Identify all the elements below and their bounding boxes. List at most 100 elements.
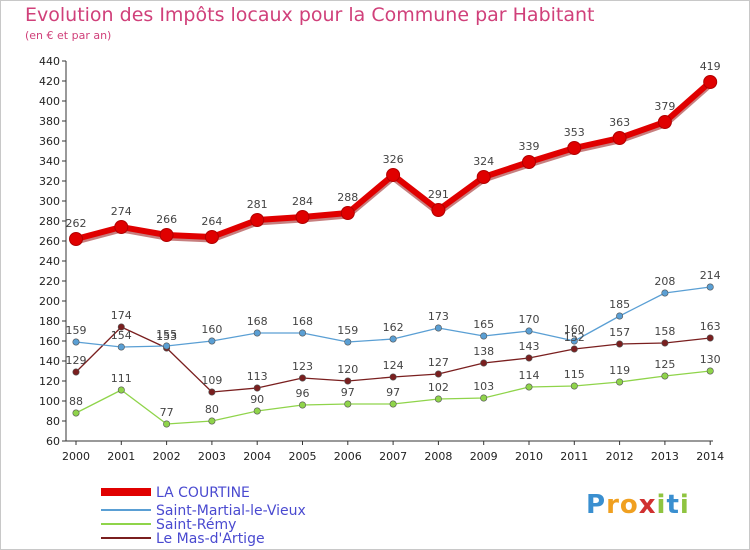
series-point (434, 395, 442, 403)
data-label: 163 (700, 320, 721, 333)
series-point (159, 228, 174, 242)
x-tick-label: 2011 (560, 450, 588, 463)
data-label: 138 (473, 345, 494, 358)
data-label: 291 (428, 188, 449, 201)
x-tick-label: 2009 (470, 450, 498, 463)
y-tick-label: 260 (39, 235, 60, 248)
logo-letter: o (619, 490, 639, 520)
series-point (525, 354, 533, 362)
data-label: 264 (201, 215, 222, 228)
data-label: 160 (564, 323, 585, 336)
data-label: 80 (205, 403, 219, 416)
data-label: 165 (473, 318, 494, 331)
chart-title: Evolution des Impôts locaux pour la Comm… (25, 4, 595, 26)
x-tick-label: 2004 (243, 450, 271, 463)
series-point (480, 394, 488, 402)
data-label: 102 (428, 381, 449, 394)
data-label: 379 (654, 100, 675, 113)
y-tick-label: 380 (39, 115, 60, 128)
y-tick-label: 120 (39, 375, 60, 388)
logo-letter: r (606, 490, 620, 520)
data-label: 124 (383, 359, 404, 372)
y-tick-label: 320 (39, 175, 60, 188)
data-label: 158 (654, 325, 675, 338)
data-label: 168 (247, 315, 268, 328)
y-tick-label: 420 (39, 75, 60, 88)
data-label: 111 (111, 372, 132, 385)
series-point (616, 378, 624, 386)
data-label: 97 (386, 386, 400, 399)
series-point (295, 210, 310, 224)
data-label: 284 (292, 195, 313, 208)
series-point (570, 345, 578, 353)
data-label: 174 (111, 309, 132, 322)
data-label: 127 (428, 356, 449, 369)
series-point (163, 342, 171, 350)
series-point (657, 115, 672, 129)
series-point (114, 220, 129, 234)
series-point (661, 339, 669, 347)
series-point (208, 417, 216, 425)
data-label: 159 (66, 324, 87, 337)
data-label: 119 (609, 364, 630, 377)
data-label: 114 (519, 369, 540, 382)
series-point (703, 75, 718, 89)
series-point (253, 384, 261, 392)
y-tick-label: 140 (39, 355, 60, 368)
series-point (525, 327, 533, 335)
x-tick-label: 2005 (289, 450, 317, 463)
x-tick-label: 2008 (424, 450, 452, 463)
series-point (570, 382, 578, 390)
data-label: 353 (564, 126, 585, 139)
data-label: 90 (250, 393, 264, 406)
series-point (525, 383, 533, 391)
series-point (72, 409, 80, 417)
data-label: 115 (564, 368, 585, 381)
data-label: 97 (341, 386, 355, 399)
data-label: 155 (156, 328, 177, 341)
data-label: 288 (337, 191, 358, 204)
x-tick-label: 2007 (379, 450, 407, 463)
data-label: 173 (428, 310, 449, 323)
series-point (204, 230, 219, 244)
series-point (612, 131, 627, 145)
series-point (522, 155, 536, 169)
data-label: 363 (609, 116, 630, 129)
data-label: 266 (156, 213, 177, 226)
x-tick-label: 2013 (651, 450, 679, 463)
series-point (480, 359, 488, 367)
series-point (661, 289, 669, 297)
series-point (208, 388, 216, 396)
data-label: 274 (111, 205, 132, 218)
y-tick-label: 240 (39, 255, 60, 268)
x-tick-label: 2012 (606, 450, 634, 463)
series-point (389, 400, 397, 408)
data-label: 143 (519, 340, 540, 353)
data-label: 152 (564, 331, 585, 344)
y-tick-label: 300 (39, 195, 60, 208)
y-tick-label: 100 (39, 395, 60, 408)
y-tick-label: 180 (39, 315, 60, 328)
series-point (344, 400, 352, 408)
data-label: 262 (66, 217, 87, 230)
x-tick-label: 2003 (198, 450, 226, 463)
proxiti-logo: Proxiti (586, 490, 690, 520)
data-label: 129 (66, 354, 87, 367)
data-label: 130 (700, 353, 721, 366)
series-point (706, 367, 714, 375)
data-label: 324 (473, 155, 494, 168)
series-point (706, 334, 714, 342)
series-point (616, 340, 624, 348)
logo-letter: x (638, 490, 657, 520)
series-point (344, 377, 352, 385)
data-label: 113 (247, 370, 268, 383)
y-tick-label: 200 (39, 295, 60, 308)
x-tick-label: 2006 (334, 450, 362, 463)
data-label: 109 (201, 374, 222, 387)
series-point (250, 213, 265, 227)
data-label: 160 (201, 323, 222, 336)
series-point (72, 368, 80, 376)
series-point (344, 338, 352, 346)
y-tick-label: 280 (39, 215, 60, 228)
